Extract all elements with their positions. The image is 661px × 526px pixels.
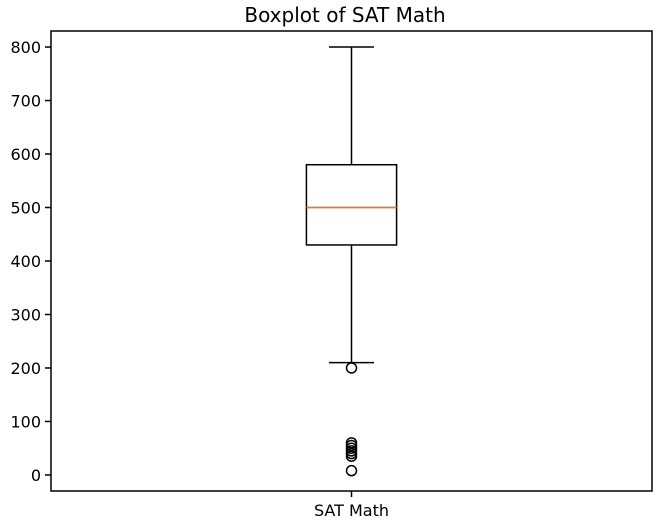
y-tick-label: 700 (10, 92, 41, 111)
iqr-box (305, 163, 398, 246)
chart-title: Boxplot of SAT Math (244, 3, 445, 27)
x-axis: SAT Math (314, 491, 389, 520)
y-tick-label: 500 (10, 199, 41, 218)
boxplot-series (305, 46, 398, 477)
y-tick-label: 400 (10, 252, 41, 271)
outlier-point (345, 362, 358, 374)
outlier-point (345, 450, 358, 462)
y-tick-label: 200 (10, 359, 41, 378)
y-axis: 0 100 200 300 400 500 600 700 800 (10, 38, 51, 485)
y-tick-label: 600 (10, 145, 41, 164)
y-tick-label: 100 (10, 412, 41, 431)
y-tick-label: 800 (10, 38, 41, 57)
y-tick-label: 300 (10, 305, 41, 324)
y-tick-label: 0 (31, 466, 41, 485)
outlier-point (345, 464, 358, 477)
x-tick-label: SAT Math (314, 501, 389, 520)
